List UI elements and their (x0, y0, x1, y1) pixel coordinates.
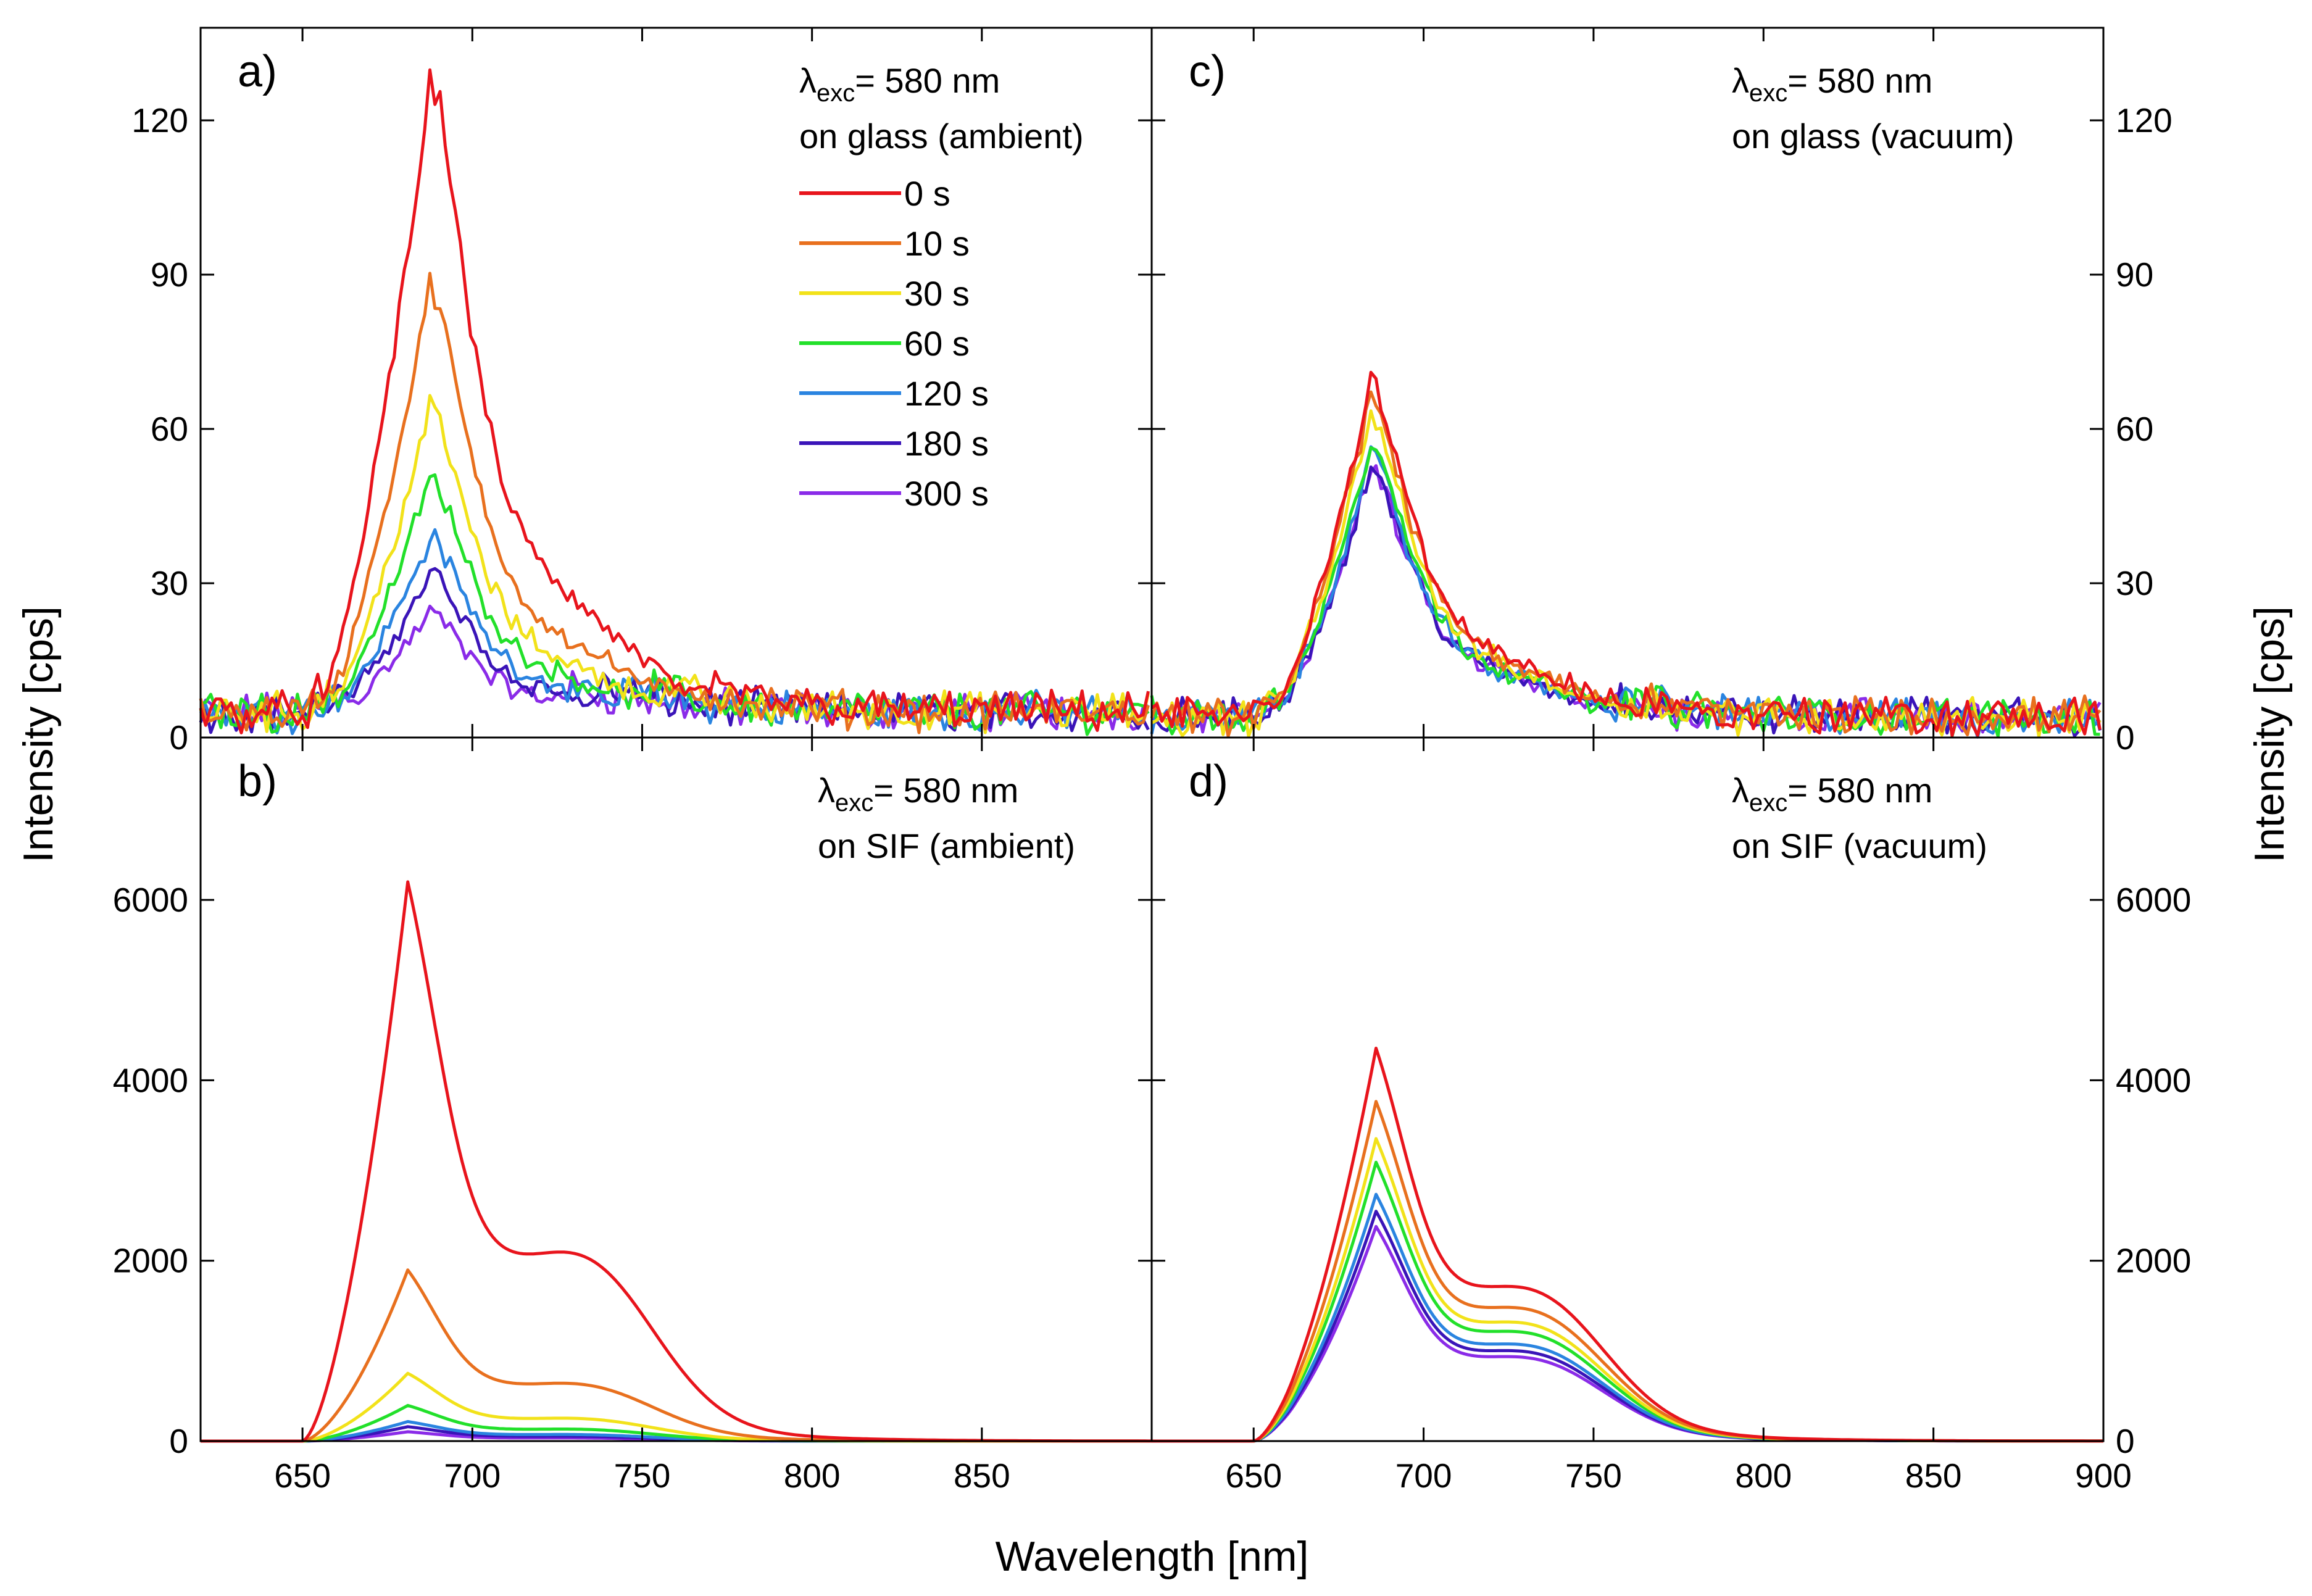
x-tick-label-d: 900 (2075, 1457, 2132, 1495)
annotation-excitation-b: λexc= 580 nm (818, 771, 1018, 817)
y-tick-label-d: 2000 (2116, 1242, 2191, 1280)
legend-label: 60 s (904, 324, 970, 363)
y-tick-label-c: 60 (2116, 410, 2153, 448)
annotation-condition-a: on glass (ambient) (799, 117, 1084, 156)
panel-frame-d (1150, 736, 2105, 1442)
y-tick-label-b: 4000 (113, 1061, 188, 1099)
x-tick-label-b: 750 (614, 1457, 671, 1495)
y-tick-label-d: 4000 (2116, 1061, 2191, 1099)
y-tick-label-b: 2000 (113, 1242, 188, 1280)
y-tick-label-b: 0 (169, 1422, 188, 1460)
y-tick-label-c: 0 (2116, 718, 2135, 757)
x-tick-label-d: 850 (1905, 1457, 1962, 1495)
panel-c: 0 30 60 90 120 c) λexc= 580 nm on glass (vacuum… (1150, 27, 2173, 757)
y-tick-label-c: 120 (2116, 101, 2173, 139)
panel-label-b: b) (238, 757, 277, 806)
annotation-condition-d: on SIF (vacuum) (1732, 826, 1987, 865)
annotation-condition-c: on glass (vacuum) (1732, 117, 2015, 156)
y-tick-label-a: 90 (151, 256, 188, 294)
x-tick-label-d: 800 (1735, 1457, 1792, 1495)
annotation-excitation-c: λexc= 580 nm (1732, 61, 1932, 107)
x-axis-title: Wavelength [nm] (996, 1533, 1309, 1580)
series-line-b-10s (201, 1268, 1152, 1443)
panel-label-a: a) (238, 47, 277, 96)
x-tick-label-d: 700 (1395, 1457, 1452, 1495)
legend-label: 120 s (904, 374, 989, 413)
panel-d: 0 2000 4000 6000 650 700 750 800 850 900 d) λexc= 5… (1150, 736, 2191, 1495)
legend-label: 180 s (904, 424, 989, 463)
y-tick-label-c: 90 (2116, 256, 2153, 294)
x-tick-label-b: 800 (784, 1457, 841, 1495)
series-line-a-0s (199, 68, 1150, 734)
panel-label-d: d) (1189, 757, 1228, 806)
series-line-d-300s (1152, 1224, 2103, 1443)
annotation-excitation-d: λexc= 580 nm (1732, 771, 1932, 817)
y-tick-label-c: 30 (2116, 564, 2153, 602)
legend-label: 0 s (904, 174, 950, 213)
legend-label: 30 s (904, 274, 970, 313)
series-line-a-180s (199, 567, 1150, 734)
series-line-c-0s (1150, 370, 2102, 738)
y-tick-label-a: 0 (169, 718, 188, 757)
y-tick-label-d: 0 (2116, 1422, 2135, 1460)
y-axis-title-right: Intensity [cps] (2246, 606, 2293, 863)
x-tick-label-b: 650 (274, 1457, 331, 1495)
series-line-b-30s (201, 1371, 1152, 1443)
y-tick-label-b: 6000 (113, 881, 188, 919)
x-tick-label-b: 700 (444, 1457, 501, 1495)
y-tick-label-a: 120 (131, 101, 188, 139)
annotation-excitation-a: λexc= 580 nm (799, 61, 1000, 107)
panel-b: 0 2000 4000 6000 650 700 750 800 850 b) λexc= 580 … (113, 736, 1153, 1495)
y-tick-label-a: 60 (151, 410, 188, 448)
y-tick-label-d: 6000 (2116, 881, 2191, 919)
annotation-condition-b: on SIF (ambient) (818, 826, 1075, 865)
series-line-c-60s (1150, 446, 2100, 738)
x-tick-label-d: 650 (1225, 1457, 1282, 1495)
x-tick-label-b: 850 (954, 1457, 1010, 1495)
series-line-b-0s (201, 880, 1152, 1443)
series-line-a-60s (200, 473, 1150, 736)
panel-a: 0 30 60 90 120 a) λexc= 580 nm on glass (ambien… (131, 27, 1153, 757)
panel-label-c: c) (1189, 47, 1226, 96)
legend-label: 300 s (904, 474, 989, 513)
series-line-a-10s (199, 272, 1150, 734)
x-tick-label-d: 750 (1565, 1457, 1622, 1495)
series-line-a-30s (199, 394, 1150, 734)
legend-label: 10 s (904, 224, 970, 263)
legend: 0 s 10 s 30 s 60 s 120 s 180 s 300 s (799, 174, 989, 513)
y-axis-title-left: Intensity [cps] (15, 606, 62, 863)
y-tick-label-a: 30 (151, 564, 188, 602)
